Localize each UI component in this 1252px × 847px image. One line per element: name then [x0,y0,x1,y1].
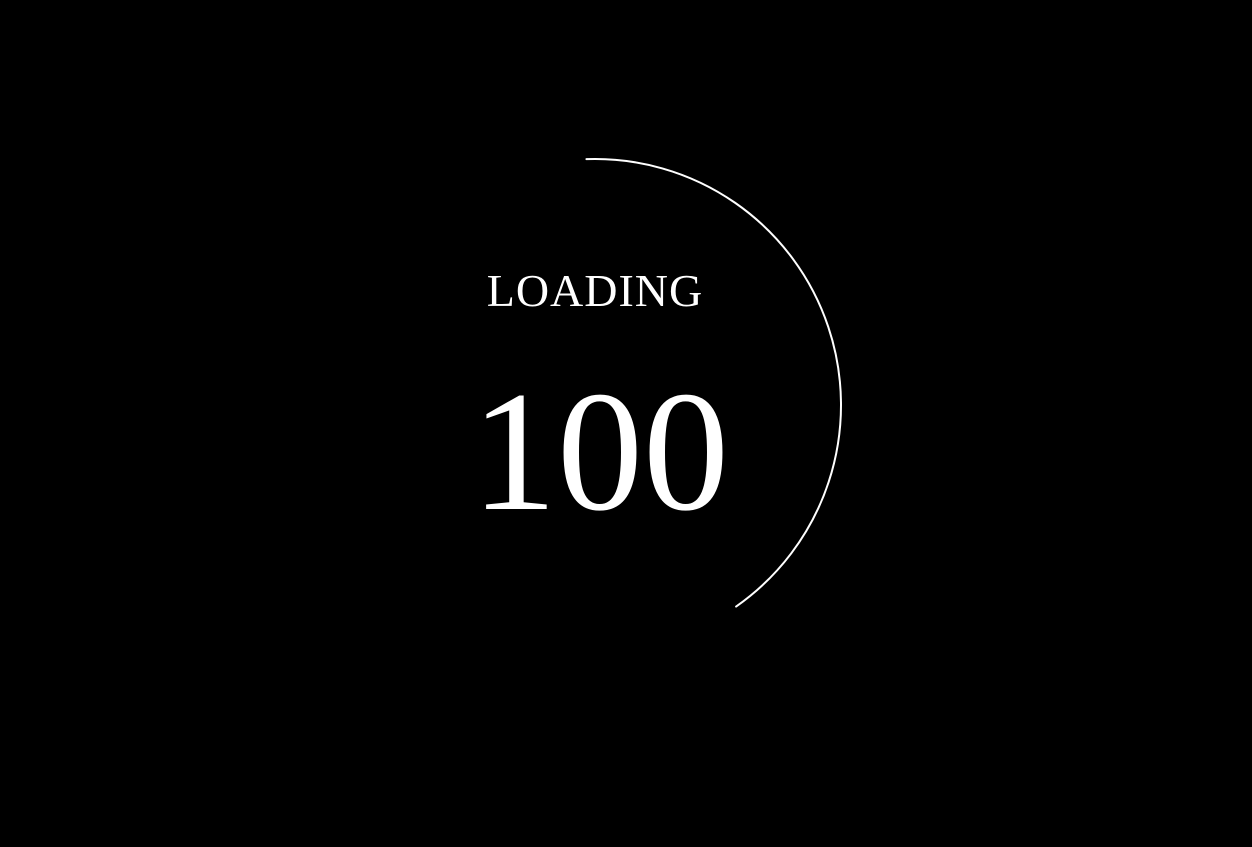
loading-progress-arc [585,158,842,608]
progress-arc-stroke [585,158,842,608]
loading-label: LOADING [486,265,704,316]
loading-percentage: 100 [471,357,729,547]
